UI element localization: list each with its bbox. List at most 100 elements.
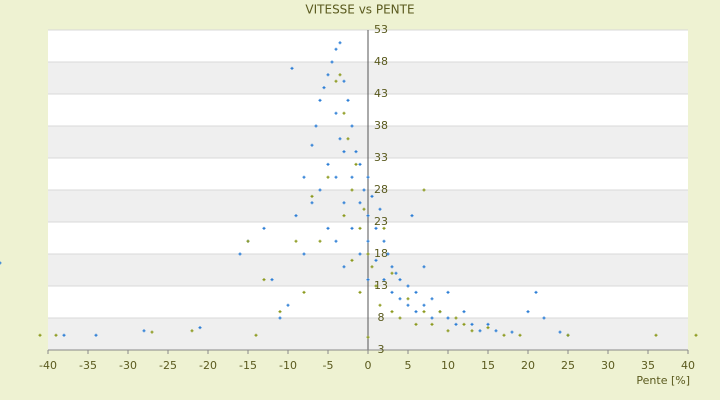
point	[362, 188, 366, 192]
x-tick-label: 30	[601, 359, 615, 372]
y-tick-label: 3	[378, 343, 385, 356]
point	[422, 303, 426, 307]
point	[446, 290, 450, 294]
point	[358, 290, 362, 294]
point	[318, 188, 322, 192]
point	[454, 322, 458, 326]
point	[422, 265, 426, 269]
point	[486, 326, 490, 330]
point	[398, 297, 402, 301]
point	[406, 303, 410, 307]
point	[278, 316, 282, 320]
y-tick-label: 8	[378, 311, 385, 324]
point	[190, 329, 194, 333]
point	[334, 239, 338, 243]
point	[422, 188, 426, 192]
y-tick-label: 38	[374, 119, 388, 132]
point	[390, 265, 394, 269]
x-tick-label: 25	[561, 359, 575, 372]
point	[338, 73, 342, 77]
point	[0, 261, 2, 265]
point	[334, 111, 338, 115]
point	[294, 239, 298, 243]
point	[358, 226, 362, 230]
point	[470, 322, 474, 326]
point	[378, 207, 382, 211]
point	[566, 333, 570, 337]
point	[262, 278, 266, 282]
point	[510, 330, 514, 334]
point	[330, 60, 334, 64]
point	[286, 303, 290, 307]
point	[342, 111, 346, 115]
point	[94, 333, 98, 337]
y-tick-label: 23	[374, 215, 388, 228]
point	[334, 79, 338, 83]
point	[342, 201, 346, 205]
point	[366, 175, 370, 179]
x-tick-label: 15	[481, 359, 495, 372]
point	[350, 226, 354, 230]
point	[518, 333, 522, 337]
point	[358, 162, 362, 166]
point	[390, 290, 394, 294]
point	[342, 214, 346, 218]
point	[350, 175, 354, 179]
point	[326, 175, 330, 179]
point	[354, 150, 358, 154]
point	[262, 226, 266, 230]
point	[394, 271, 398, 275]
point	[342, 265, 346, 269]
x-tick-label: -20	[199, 359, 217, 372]
point	[374, 258, 378, 262]
point	[694, 333, 698, 337]
y-tick-label: 43	[374, 87, 388, 100]
point	[326, 226, 330, 230]
point	[354, 162, 358, 166]
point	[366, 252, 370, 256]
point	[346, 98, 350, 102]
point	[526, 310, 530, 314]
point	[430, 297, 434, 301]
point	[350, 188, 354, 192]
point	[494, 329, 498, 333]
point	[374, 284, 378, 288]
x-tick-label: 40	[681, 359, 695, 372]
point	[198, 326, 202, 330]
point	[54, 333, 58, 337]
point	[502, 333, 506, 337]
point	[406, 284, 410, 288]
point	[342, 150, 346, 154]
point	[382, 278, 386, 282]
point	[414, 310, 418, 314]
x-tick-label: -35	[79, 359, 97, 372]
y-tick-label: 48	[374, 55, 388, 68]
point	[342, 79, 346, 83]
point	[326, 73, 330, 77]
point	[290, 66, 294, 70]
y-tick-label: 33	[374, 151, 388, 164]
point	[310, 194, 314, 198]
point	[454, 316, 458, 320]
x-tick-label: -25	[159, 359, 177, 372]
point	[542, 316, 546, 320]
point	[334, 175, 338, 179]
point	[370, 194, 374, 198]
y-tick-label: 18	[374, 247, 388, 260]
point	[366, 335, 370, 339]
point	[254, 333, 258, 337]
x-tick-label: -5	[323, 359, 334, 372]
point	[322, 86, 326, 90]
point	[462, 322, 466, 326]
point	[390, 310, 394, 314]
point	[142, 329, 146, 333]
point	[374, 226, 378, 230]
point	[414, 322, 418, 326]
point	[370, 265, 374, 269]
point	[366, 214, 370, 218]
point	[446, 329, 450, 333]
point	[358, 252, 362, 256]
point	[362, 207, 366, 211]
point	[294, 214, 298, 218]
